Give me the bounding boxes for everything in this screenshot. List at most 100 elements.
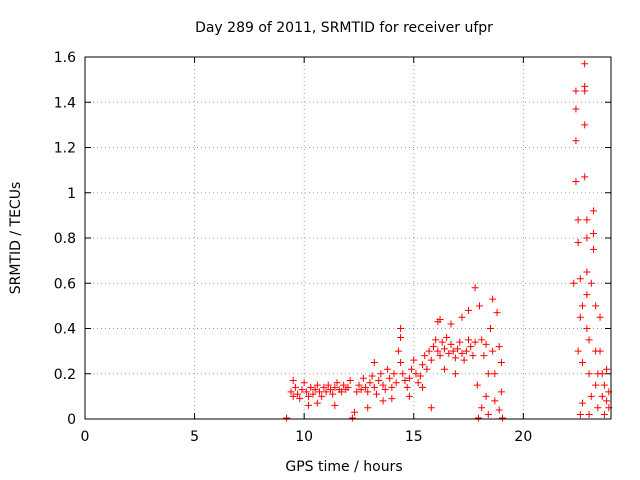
data-point bbox=[329, 390, 337, 398]
data-point bbox=[421, 352, 429, 360]
data-point bbox=[307, 383, 315, 391]
data-point bbox=[326, 386, 334, 394]
data-point bbox=[313, 381, 321, 389]
data-point bbox=[370, 358, 378, 366]
data-point bbox=[445, 349, 453, 357]
data-point bbox=[408, 365, 416, 373]
data-point bbox=[585, 336, 593, 344]
data-point bbox=[440, 365, 448, 373]
data-point bbox=[598, 370, 606, 378]
data-point bbox=[364, 388, 372, 396]
data-point bbox=[364, 404, 372, 412]
data-point bbox=[587, 392, 595, 400]
data-point bbox=[594, 404, 602, 412]
data-point bbox=[410, 356, 418, 364]
marks-layer bbox=[283, 60, 613, 422]
data-point bbox=[489, 347, 497, 355]
y-tick-label: 0.4 bbox=[54, 322, 76, 338]
data-point bbox=[583, 291, 591, 299]
data-point bbox=[346, 377, 354, 385]
data-point bbox=[583, 234, 591, 242]
data-point bbox=[484, 410, 492, 418]
data-point bbox=[598, 392, 606, 400]
data-point bbox=[355, 381, 363, 389]
data-point bbox=[480, 352, 488, 360]
ticks-layer: 0 5 10 15 20 0 0.2 0.4 0.6 0.8 1 1.2 1.4 1.6 bbox=[54, 50, 611, 445]
data-point bbox=[440, 345, 448, 353]
data-point bbox=[585, 410, 593, 418]
y-tick-label: 1 bbox=[67, 186, 76, 202]
data-point bbox=[353, 388, 361, 396]
data-point bbox=[589, 207, 597, 215]
data-point bbox=[583, 325, 591, 332]
data-point bbox=[581, 121, 589, 129]
data-point bbox=[372, 390, 380, 398]
data-point bbox=[401, 377, 409, 385]
data-point bbox=[344, 383, 352, 391]
data-point bbox=[388, 383, 396, 391]
data-point bbox=[436, 352, 444, 360]
data-point bbox=[322, 388, 330, 396]
data-point bbox=[394, 347, 402, 355]
data-point bbox=[300, 379, 308, 387]
data-point bbox=[397, 358, 405, 366]
data-point bbox=[473, 381, 481, 389]
data-point bbox=[585, 370, 593, 378]
data-point bbox=[403, 383, 411, 391]
data-point bbox=[476, 302, 483, 310]
y-tick-label: 1.2 bbox=[54, 141, 76, 157]
data-point bbox=[316, 388, 324, 396]
data-point bbox=[318, 392, 326, 400]
data-point bbox=[454, 345, 462, 353]
data-point bbox=[600, 381, 608, 389]
data-point bbox=[357, 386, 365, 394]
data-point bbox=[432, 336, 440, 344]
data-point bbox=[603, 397, 611, 405]
data-point bbox=[370, 383, 378, 391]
data-point bbox=[465, 336, 473, 344]
data-point bbox=[592, 302, 600, 310]
data-point bbox=[579, 399, 587, 407]
data-point bbox=[443, 334, 451, 342]
data-point bbox=[451, 354, 459, 362]
data-point bbox=[294, 390, 302, 398]
data-point bbox=[447, 320, 455, 328]
y-tick-label: 1.4 bbox=[54, 95, 76, 111]
data-point bbox=[397, 334, 405, 342]
data-point bbox=[368, 372, 376, 380]
data-point bbox=[579, 358, 587, 366]
y-tick-label: 0 bbox=[67, 412, 76, 428]
data-point bbox=[489, 295, 497, 303]
data-point bbox=[589, 229, 597, 237]
data-point bbox=[340, 381, 348, 389]
data-point bbox=[570, 279, 578, 287]
data-point bbox=[447, 340, 455, 348]
data-point bbox=[499, 414, 507, 422]
data-point bbox=[491, 397, 499, 405]
data-point bbox=[482, 340, 490, 348]
data-point bbox=[484, 370, 492, 378]
data-point bbox=[302, 388, 310, 396]
data-point bbox=[467, 343, 475, 351]
data-point bbox=[405, 392, 413, 400]
data-point bbox=[460, 356, 468, 364]
data-point bbox=[427, 404, 435, 412]
data-point bbox=[579, 302, 587, 310]
x-axis-label: GPS time / hours bbox=[285, 459, 402, 475]
data-point bbox=[449, 347, 457, 355]
data-point bbox=[383, 365, 391, 373]
data-point bbox=[348, 414, 356, 422]
data-point bbox=[381, 386, 389, 394]
data-point bbox=[366, 379, 374, 387]
y-axis-label: SRMTID / TECUs bbox=[8, 182, 24, 295]
data-point bbox=[375, 377, 383, 385]
data-point bbox=[456, 338, 464, 346]
y-tick-label: 0.8 bbox=[54, 231, 76, 247]
data-point bbox=[296, 395, 304, 403]
data-point bbox=[576, 313, 584, 321]
data-point bbox=[351, 408, 359, 416]
data-point bbox=[478, 404, 486, 412]
data-point bbox=[603, 365, 611, 373]
data-point bbox=[497, 358, 505, 366]
